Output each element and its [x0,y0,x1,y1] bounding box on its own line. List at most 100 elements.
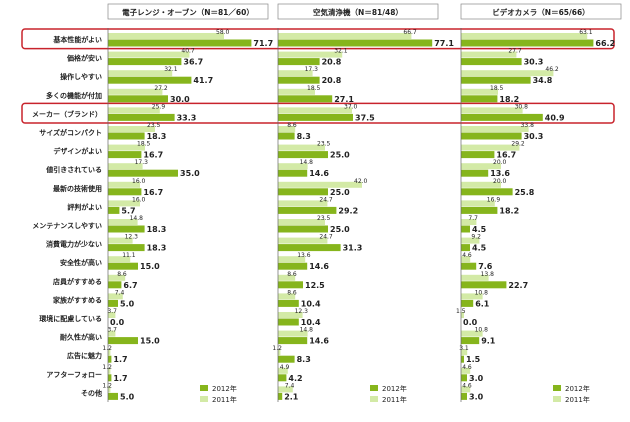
bar [108,337,138,345]
bar [461,299,474,307]
category-label: デザインがよい [53,147,102,156]
category-label: サイズがコンパクト [39,128,102,137]
bar [278,318,299,326]
bar [108,330,116,337]
value-label: 6.1 [475,299,490,308]
value-label: 63.1 [579,29,593,36]
value-label: 18.5 [307,85,321,92]
value-label: 3.7 [107,327,117,334]
bar [108,76,192,84]
value-label: 20.0 [493,178,507,185]
value-label: 3.0 [469,392,484,401]
value-label: 4.2 [288,374,302,383]
value-label: 40.7 [181,48,195,55]
bar [278,219,325,225]
bar [108,206,120,214]
legend-label: 2012年 [565,384,590,393]
bar [108,392,118,400]
value-label: 25.0 [330,188,350,197]
bar [461,151,495,159]
value-label: 14.6 [309,169,329,178]
bar [278,169,308,177]
value-label: 35.0 [180,169,200,178]
value-label: 9.2 [471,234,481,241]
value-label: 1.2 [102,382,112,389]
panel-header [107,3,269,20]
value-label: 12.3 [295,308,309,315]
bar [108,132,145,140]
bar [461,225,470,233]
value-label: 22.7 [508,281,528,290]
bar [461,39,594,47]
value-label: 1.2 [102,364,112,371]
panel-header [460,3,622,20]
value-label: 14.8 [130,215,144,222]
value-label: 8.6 [117,271,127,278]
bar [278,312,303,318]
value-label: 30.0 [170,95,190,104]
legend-swatch [370,396,378,402]
value-label: 30.3 [524,132,544,141]
value-label: 16.7 [496,151,516,160]
bar [278,374,287,382]
value-label: 16.7 [143,151,163,160]
value-label: 12.5 [305,281,325,290]
bar [461,88,498,95]
bar [278,163,308,170]
bar [461,188,513,196]
category-label: 操作しやすい [60,72,102,81]
bar [461,293,483,300]
bar [278,293,296,300]
legend-label: 2011年 [382,395,407,404]
value-label: 10.8 [475,289,489,296]
legend-swatch [200,385,208,391]
value-label: 66.7 [403,29,417,36]
panel-title: 空気清浄機（N＝81/48） [313,7,403,17]
bar [108,58,182,66]
bar [461,181,501,188]
value-label: 11.1 [122,252,136,259]
bar [461,95,498,103]
bar [461,126,529,132]
category-label: 環境に配慮している [39,314,102,323]
value-label: 12.3 [125,234,139,241]
value-label: 18.5 [137,141,151,148]
bar [461,312,464,318]
value-label: 41.7 [193,76,213,85]
bar [108,281,122,289]
value-label: 25.8 [515,188,535,197]
bar [461,337,480,345]
bar [108,39,252,47]
category-label: メーカー（ブランド） [32,109,102,118]
legend-swatch [553,385,561,391]
bar [461,355,464,363]
bar [108,107,160,114]
bar [278,337,308,345]
value-label: 3.1 [459,345,469,352]
bar [278,70,313,77]
bar [108,237,133,244]
bar [278,51,343,58]
legend-swatch [200,396,208,402]
bar [278,144,325,151]
value-label: 15.0 [140,337,160,346]
bar [108,312,116,318]
category-label: 最新の技術使用 [53,184,102,193]
bar [461,163,501,170]
bar [278,262,308,270]
panel-header [277,3,439,20]
value-label: 30.8 [515,103,529,110]
value-label: 4.6 [462,382,472,389]
value-label: 4.9 [280,364,290,371]
bar [108,200,140,207]
value-label: 7.6 [478,262,493,271]
bar [108,126,155,132]
bar [108,169,178,177]
bar [461,256,471,263]
value-label: 20.0 [493,159,507,166]
value-label: 5.0 [120,392,135,401]
bar [108,51,190,58]
value-label: 8.6 [287,122,297,129]
bar [461,107,523,114]
value-label: 42.0 [354,178,368,185]
